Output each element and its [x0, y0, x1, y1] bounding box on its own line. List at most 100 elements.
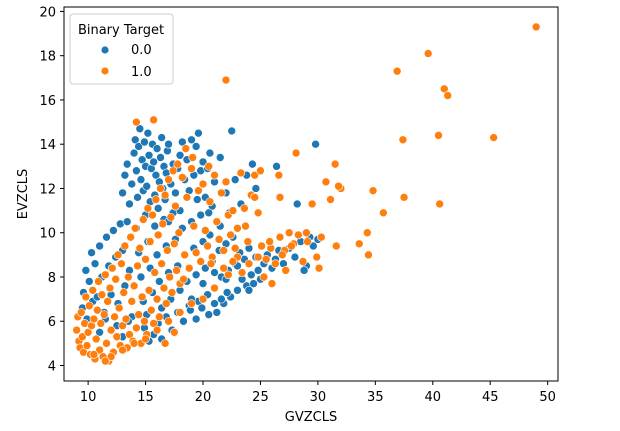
x-tick-label-1: 15	[137, 390, 154, 405]
point-s1-155	[368, 186, 378, 195]
point-s0-69	[187, 135, 196, 145]
point-s1-166	[531, 22, 541, 32]
point-s0-181	[95, 328, 104, 337]
x-tick-label-7: 45	[482, 390, 499, 405]
point-s1-159	[399, 193, 409, 202]
point-s0-50	[153, 204, 163, 213]
point-s1-30	[106, 325, 116, 335]
point-s1-168	[331, 241, 341, 251]
point-s1-42	[120, 241, 130, 251]
points-layer	[72, 22, 541, 366]
point-s1-194	[228, 257, 238, 266]
point-s0-189	[204, 208, 214, 218]
point-s0-21	[122, 217, 132, 226]
point-s0-4	[84, 277, 94, 286]
point-s1-20	[95, 345, 104, 355]
point-s1-79	[163, 246, 172, 255]
point-s1-174	[244, 259, 254, 269]
point-s1-26	[102, 339, 111, 348]
point-s0-72	[194, 128, 203, 138]
point-s0-35	[136, 175, 146, 184]
point-s1-58	[138, 215, 148, 224]
legend: Binary Target 0.0 1.0	[69, 13, 174, 85]
y-tick-label-6: 16	[39, 94, 56, 109]
point-s1-19	[94, 277, 103, 286]
point-s0-36	[137, 155, 147, 164]
point-s0-98	[150, 221, 160, 231]
point-s1-39	[117, 259, 126, 269]
point-s0-12	[102, 232, 111, 242]
point-s1-136	[321, 177, 331, 187]
point-s0-99	[152, 250, 162, 260]
point-s1-137	[326, 195, 335, 204]
point-s1-10	[83, 328, 93, 337]
point-s0-159	[292, 199, 302, 209]
y-tick-label-8: 20	[39, 5, 56, 20]
point-s1-112	[226, 230, 235, 240]
point-s1-170	[302, 228, 311, 238]
point-s1-148	[241, 221, 250, 231]
point-s1-192	[206, 259, 216, 269]
point-s1-4	[76, 308, 86, 317]
point-s0-140	[246, 270, 256, 280]
point-s0-143	[253, 266, 263, 275]
point-s0-33	[134, 142, 143, 151]
point-s1-149	[204, 162, 214, 171]
point-s1-92	[180, 250, 189, 260]
point-s1-0	[72, 325, 81, 335]
point-s1-35	[112, 332, 122, 342]
point-s0-15	[109, 226, 118, 235]
point-s1-138	[330, 159, 340, 169]
point-s1-162	[435, 199, 444, 209]
point-s1-69	[151, 195, 161, 204]
point-s1-114	[230, 243, 240, 253]
point-s1-154	[364, 250, 373, 260]
point-s1-33	[110, 312, 119, 322]
point-s1-131	[298, 257, 308, 266]
point-s1-46	[125, 330, 134, 339]
legend-label-0: 0.0	[131, 43, 152, 58]
point-s0-9	[95, 241, 104, 251]
point-s0-64	[175, 150, 185, 160]
point-s0-46	[149, 157, 158, 167]
point-s0-31	[132, 166, 141, 176]
point-s1-153	[362, 228, 372, 238]
point-s1-62	[143, 204, 153, 213]
point-s0-42	[144, 150, 154, 160]
point-s1-146	[256, 166, 265, 176]
point-s1-109	[219, 246, 228, 255]
x-tick-label-6: 40	[425, 390, 442, 405]
point-s1-134	[312, 252, 322, 262]
point-s0-183	[198, 279, 208, 288]
point-s0-116	[191, 270, 201, 280]
point-s1-24	[99, 310, 109, 319]
point-s0-2	[81, 266, 91, 275]
point-s0-167	[191, 314, 201, 324]
point-s0-83	[230, 175, 240, 184]
point-s1-169	[314, 263, 324, 273]
point-s1-182	[152, 325, 162, 335]
point-s1-8	[81, 292, 91, 302]
x-axis-ticks: 10 15 20 25 30 35 40 45 50	[80, 381, 556, 405]
point-s0-27	[125, 199, 134, 209]
point-s1-123	[261, 254, 271, 264]
point-s1-76	[159, 283, 169, 293]
point-s1-87	[172, 266, 181, 275]
point-s0-184	[210, 268, 219, 277]
point-s0-5	[87, 248, 96, 257]
point-s0-77	[205, 148, 215, 158]
point-s1-64	[145, 237, 155, 246]
point-s0-52	[156, 153, 165, 162]
point-s1-121	[253, 208, 263, 218]
point-s1-105	[210, 170, 219, 180]
point-s1-68	[150, 268, 160, 277]
point-s1-186	[106, 352, 116, 361]
point-s1-116	[236, 168, 246, 178]
point-s1-142	[221, 75, 231, 85]
point-s0-168	[197, 303, 207, 313]
point-s1-164	[443, 91, 453, 100]
legend-marker-0	[100, 45, 110, 55]
point-s0-49	[152, 144, 162, 153]
point-s1-25	[101, 270, 110, 280]
point-s1-188	[89, 350, 99, 359]
